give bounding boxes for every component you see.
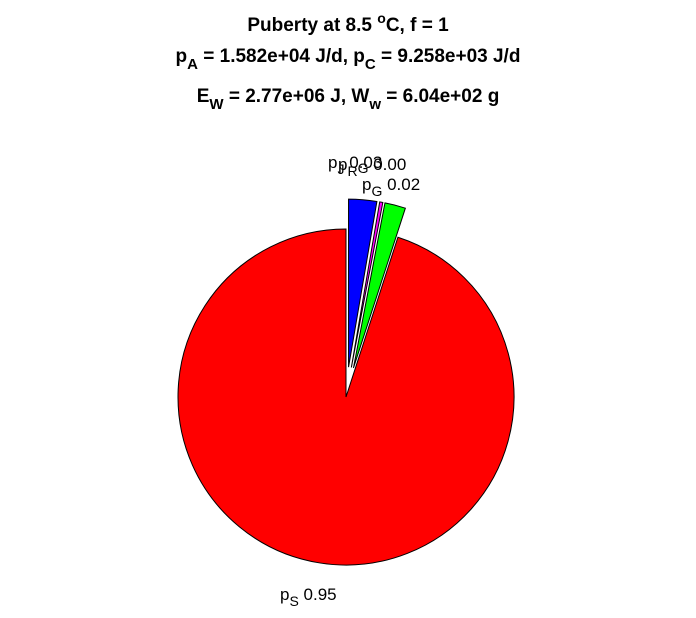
slice-label-pG: pG 0.02 xyxy=(362,175,420,199)
slice-label-pJ: pJ 0.03 xyxy=(328,153,382,177)
pie-slice-pG xyxy=(352,202,407,369)
chart-title: Puberty at 8.5 oC, f = 1 pA = 1.582e+04 J… xyxy=(176,10,521,113)
title-line-2: pA = 1.582e+04 J/d, pC = 9.258e+03 J/d xyxy=(176,46,521,73)
pie-slices xyxy=(177,198,515,566)
slice-label-pRG: pRG 0.00 xyxy=(338,155,406,179)
pie-slice-pRG xyxy=(350,201,384,368)
title-line-1: Puberty at 8.5 oC, f = 1 xyxy=(247,10,449,36)
pie-slice-pS xyxy=(177,228,515,566)
slice-label-pS: pS 0.95 xyxy=(280,585,337,609)
title-line-3: EW = 2.77e+06 J, Ww = 6.04e+02 g xyxy=(197,86,500,113)
pie-slice-pJ xyxy=(348,198,378,368)
